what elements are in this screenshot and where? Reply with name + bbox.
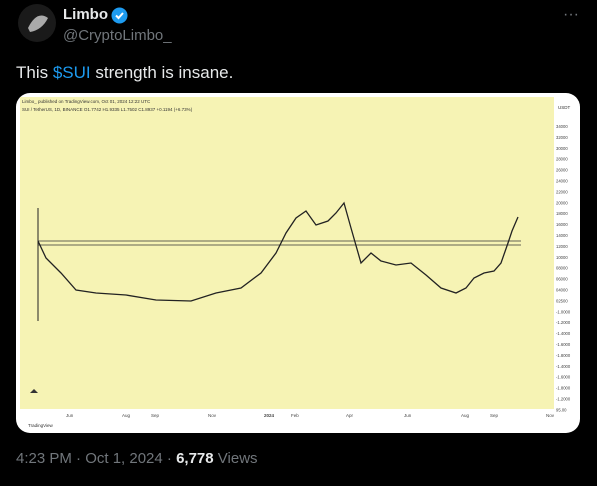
verified-badge	[111, 7, 128, 24]
tradingview-logo: TradingView	[28, 423, 54, 428]
timestamp: 4:23 PM · Oct 1, 2024 · 6,778 Views	[16, 450, 258, 467]
price-label: 28000	[556, 157, 568, 162]
price-label: 20000	[556, 200, 568, 205]
views-label: Views	[213, 450, 258, 467]
handle[interactable]: @CryptoLimbo_	[63, 27, 172, 44]
price-label: 02500	[556, 298, 568, 303]
symbol-info: SUI / TetherUS, 1D, BINANCE O1.7742 H1.9…	[22, 107, 193, 112]
media[interactable]: Limbo_ published on TradingView.com, Oct…	[16, 93, 580, 433]
display-name[interactable]: Limbo	[63, 6, 108, 23]
time-label: Aug	[122, 413, 131, 418]
time-label: Aug	[461, 413, 470, 418]
price-label: 12000	[556, 244, 568, 249]
time-label: Jun	[66, 413, 74, 418]
price-label: -1.0000	[556, 309, 571, 314]
tweet-text: This $SUI strength is insane.	[16, 63, 233, 83]
price-label: 22000	[556, 189, 568, 194]
time-label: Nov	[546, 413, 555, 418]
price-label: -1.6000	[556, 375, 571, 380]
currency: USDT	[558, 105, 571, 110]
price-label: 06000	[556, 277, 568, 282]
price-label: -1.8000	[556, 386, 571, 391]
time-label: Apr	[346, 413, 354, 418]
price-label: -1.2000	[556, 397, 571, 402]
price-label: 24000	[556, 179, 568, 184]
price-label: 14000	[556, 233, 568, 238]
price-label: -1.4000	[556, 331, 571, 336]
time-label: Feb	[291, 413, 299, 418]
price-label: 08000	[556, 266, 568, 271]
price-label: 26000	[556, 168, 568, 173]
time[interactable]: 4:23 PM · Oct 1, 2024 ·	[16, 450, 177, 467]
cashtag[interactable]: $SUI	[52, 63, 91, 82]
price-label: -1.4000	[556, 364, 571, 369]
price-label: 95.00	[556, 407, 567, 412]
time-label: Sep	[490, 413, 499, 418]
price-label: -1.2000	[556, 320, 571, 325]
text: strength is insane.	[90, 63, 234, 82]
more-button[interactable]: ···	[563, 6, 579, 23]
time-label: Nov	[208, 413, 217, 418]
price-label: 16000	[556, 222, 568, 227]
avatar[interactable]	[18, 4, 56, 42]
price-label: -1.6000	[556, 342, 571, 347]
price-label: -1.8000	[556, 353, 571, 358]
price-label: 34000	[556, 124, 568, 129]
price-label: 10000	[556, 255, 568, 260]
price-label: 32000	[556, 135, 568, 140]
time-label: Jun	[404, 413, 412, 418]
price-label: 30000	[556, 146, 568, 151]
price-label: 04000	[556, 288, 568, 293]
text: This	[16, 63, 53, 82]
time-label: 2024	[264, 413, 275, 418]
view-count: 6,778	[176, 450, 214, 467]
time-label: Sep	[151, 413, 160, 418]
published-note: Limbo_ published on TradingView.com, Oct…	[22, 99, 151, 104]
price-label: 18000	[556, 211, 568, 216]
chart-image: Limbo_ published on TradingView.com, Oct…	[20, 97, 576, 428]
